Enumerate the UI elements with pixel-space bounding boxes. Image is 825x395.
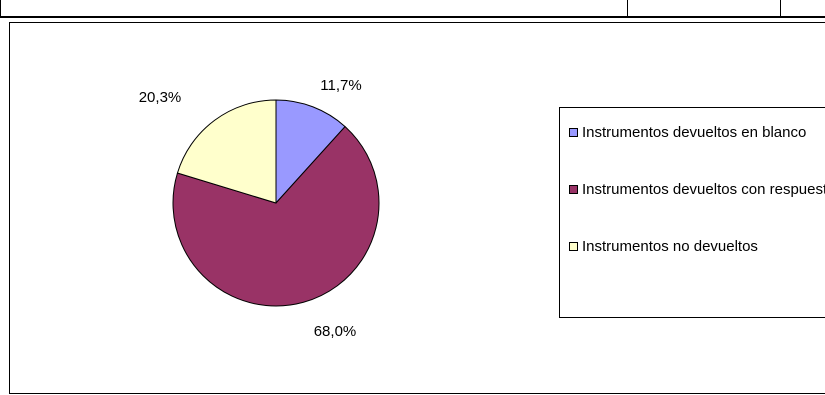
pie-chart: 11,7% 68,0% 20,3% [139, 77, 380, 340]
data-label: 68,0% [314, 323, 357, 340]
pie-slice[interactable] [172, 125, 380, 307]
spreadsheet-row-strip [0, 0, 825, 19]
pie-slice[interactable] [275, 99, 346, 205]
cell-border [0, 0, 1, 17]
legend-label: Instrumentos devueltos con respuestas [582, 181, 825, 198]
legend-swatch [569, 128, 578, 137]
chart-area[interactable]: 11,7% 68,0% 20,3% Instrumentos devueltos e… [9, 22, 825, 394]
cell-divider [627, 0, 628, 17]
data-label: 20,3% [139, 89, 182, 106]
cell-divider [780, 0, 781, 17]
legend-swatch [569, 242, 578, 251]
legend-label: Instrumentos devueltos en blanco [582, 124, 807, 141]
legend-swatch [569, 185, 578, 194]
legend-label: Instrumentos no devueltos [582, 238, 758, 255]
row-border [0, 16, 825, 18]
chart-legend[interactable]: Instrumentos devueltos en blanco Instrum… [559, 107, 825, 318]
pie-slice[interactable] [176, 99, 277, 204]
data-label: 11,7% [320, 77, 361, 94]
